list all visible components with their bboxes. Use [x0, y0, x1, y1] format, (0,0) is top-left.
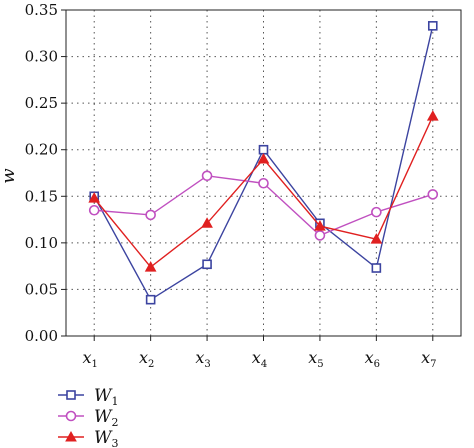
- x-axis: x1 x2 x3 x4 x5 x6 x7: [83, 336, 436, 370]
- y-tick-label: 0.15: [25, 187, 58, 205]
- y-axis: 0.00 0.05 0.10 0.15 0.20 0.25 0.30 0.35: [25, 1, 66, 345]
- legend-label: W2: [94, 407, 118, 429]
- y-tick-label: 0.35: [25, 1, 58, 19]
- y-axis-title: w: [0, 168, 19, 184]
- y-tick-label: 0.00: [25, 327, 58, 345]
- legend-item-w2: W2: [58, 407, 118, 429]
- x-tick-label: x7: [421, 348, 436, 370]
- x-tick-label: x5: [308, 348, 323, 370]
- x-tick-label: x1: [83, 348, 98, 370]
- series-w2: [88, 170, 439, 241]
- data-point-w1: [202, 259, 212, 270]
- legend-marker: [65, 410, 77, 422]
- data-point-w2: [314, 230, 326, 241]
- data-point-w3: [88, 192, 101, 203]
- data-point-w2: [258, 177, 269, 189]
- legend-marker: [66, 390, 76, 400]
- data-point-w3: [144, 261, 157, 272]
- y-tick-label: 0.25: [25, 94, 58, 112]
- series-w3: [88, 110, 439, 272]
- x-tick-label: x6: [365, 348, 380, 370]
- data-point-w1: [258, 144, 269, 155]
- legend-label: W3: [94, 428, 118, 448]
- legend-label: W1: [94, 386, 118, 408]
- data-point-w2: [145, 209, 156, 221]
- data-point-w2: [371, 206, 382, 218]
- data-point-w1: [145, 294, 156, 305]
- legend-item-w1: W1: [58, 386, 118, 408]
- y-tick-label: 0.05: [25, 280, 58, 298]
- data-point-w3: [201, 217, 213, 228]
- y-tick-label: 0.20: [25, 141, 58, 159]
- data-point-w3: [426, 110, 439, 121]
- x-tick-label: x2: [139, 348, 154, 370]
- data-point-w3: [370, 233, 383, 244]
- data-point-w2: [88, 204, 100, 216]
- data-point-w2: [201, 170, 213, 182]
- plot-frame: [65, 9, 462, 337]
- data-point-w3: [257, 152, 270, 164]
- grid-lines: [66, 10, 461, 336]
- legend-marker: [65, 430, 77, 442]
- data-point-w1: [427, 21, 438, 31]
- y-tick-label: 0.10: [25, 234, 58, 252]
- x-tick-label: x4: [252, 348, 267, 370]
- legend-item-w3: W3: [58, 428, 118, 448]
- x-tick-label: x3: [195, 348, 210, 370]
- data-point-w2: [427, 189, 439, 200]
- series-group: [88, 21, 439, 305]
- y-tick-label: 0.30: [25, 48, 58, 66]
- data-point-w3: [314, 220, 326, 231]
- data-point-w1: [371, 263, 382, 273]
